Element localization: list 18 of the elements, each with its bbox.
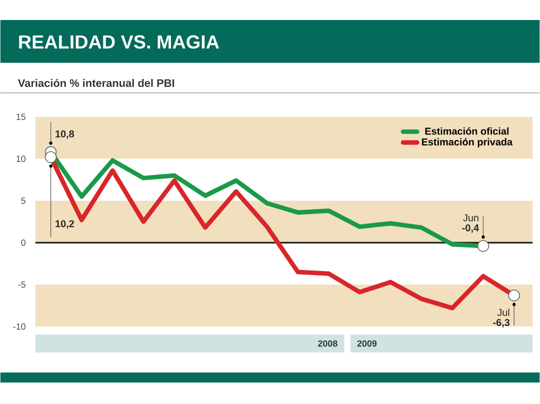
annotation: Jun — [463, 214, 478, 222]
data-label: 10,8 — [56, 130, 74, 139]
y-tick-label: 15 — [16, 114, 26, 120]
chart-title: REALIDAD VS. MAGIA — [19, 35, 219, 48]
y-tick-label: 5 — [21, 197, 26, 204]
y-tick-label: 10 — [16, 155, 26, 162]
y-tick-label: -5 — [18, 281, 26, 288]
chart-subtitle: Variación % interanual del PBI — [18, 78, 174, 87]
text: 2009 — [357, 340, 377, 346]
data-label: -6,3 — [493, 318, 510, 328]
y-tick-label: 0 — [21, 239, 26, 246]
y-tick-label: -10 — [13, 323, 26, 330]
text: 2008 — [318, 340, 338, 346]
legend-label: Estimación privada — [422, 138, 513, 148]
data-label: -0,4 — [462, 224, 479, 233]
data-label: 10,2 — [56, 220, 74, 228]
annotation: Jul — [497, 308, 510, 316]
legend-label: Estimación oficial — [425, 127, 509, 134]
